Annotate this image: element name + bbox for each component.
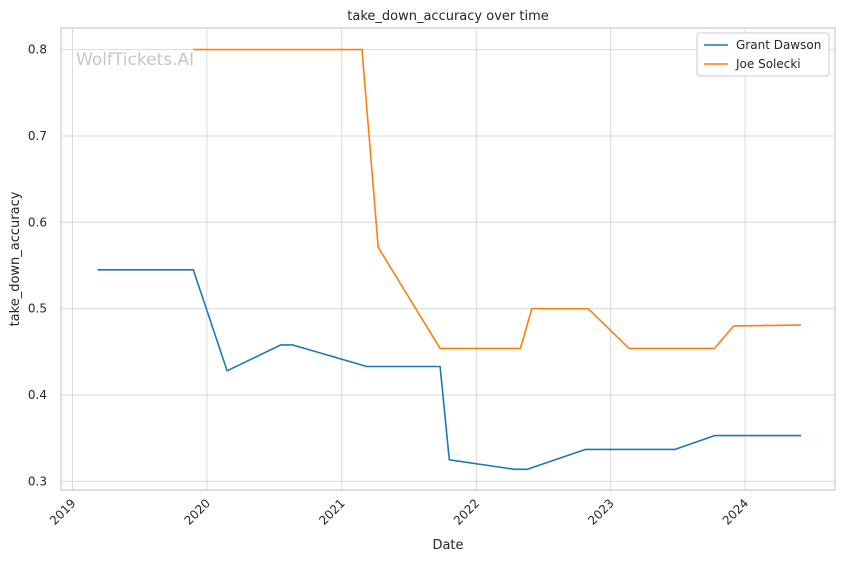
legend-label-grant-dawson: Grant Dawson [736,38,821,52]
plot-frame [60,27,836,491]
y-tick-label: 0.5 [28,302,47,316]
watermark: WolfTickets.AI [76,50,194,70]
y-tick-label: 0.7 [28,129,47,143]
x-axis-title: Date [432,538,463,553]
legend: Grant Dawson Joe Solecki [696,32,830,77]
y-axis-title: take_down_accuracy [8,191,23,326]
y-tick-label: 0.6 [28,215,47,229]
y-tick-label: 0.4 [28,388,47,402]
y-tick-labels: 0.3 0.4 0.5 0.6 0.7 0.8 [28,43,47,489]
legend-label-joe-solecki: Joe Solecki [735,57,801,71]
legend-box [696,32,830,77]
y-tick-label: 0.8 [28,43,47,57]
series-line-joe-solecki [193,48,802,350]
y-tick-label: 0.3 [28,474,47,488]
gridlines [61,28,835,490]
chart-title: take_down_accuracy over time [347,9,548,24]
series-line-grant-dawson [97,268,802,471]
series-lines [97,48,802,471]
